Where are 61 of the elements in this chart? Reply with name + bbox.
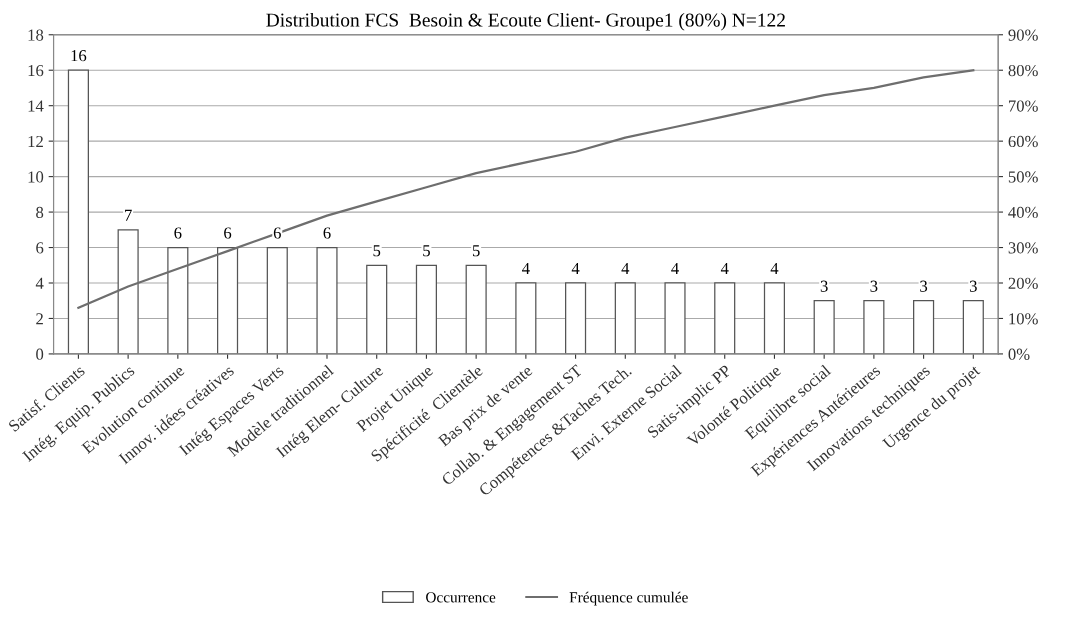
- bar: [664, 282, 686, 354]
- y2-tick-label: 90%: [1008, 29, 1038, 41]
- y-tick-label: 14: [28, 100, 44, 112]
- bar: [714, 282, 736, 354]
- data-label: 5: [373, 245, 381, 257]
- y2-tick-label: 80%: [1008, 64, 1038, 77]
- data-label: 3: [969, 280, 977, 292]
- bar: [913, 300, 935, 354]
- data-label: 3: [820, 280, 828, 292]
- bar: [216, 246, 239, 354]
- data-label: 3: [870, 280, 878, 292]
- y-tick-label: 18: [28, 29, 44, 41]
- bar: [813, 300, 835, 354]
- bar: [465, 264, 487, 354]
- data-label: 6: [224, 227, 232, 239]
- y-tick-label: 2: [36, 313, 43, 325]
- y-tick-label: 12: [28, 135, 43, 147]
- line-series: [77, 69, 975, 309]
- data-label: 6: [323, 227, 331, 239]
- data-label: 4: [770, 262, 779, 274]
- bar: [117, 229, 139, 354]
- y2-tick-label: 30%: [1008, 242, 1038, 254]
- y-tick-label: 10: [28, 171, 44, 183]
- y2-tick-label: 60%: [1008, 135, 1038, 148]
- bar: [962, 300, 984, 354]
- data-label: 3: [920, 280, 928, 292]
- data-label: 16: [71, 50, 87, 62]
- y2-tick-label: 70%: [1008, 100, 1038, 112]
- data-label: 7: [125, 209, 132, 221]
- data-label: 4: [671, 262, 679, 274]
- y-tick-label: 16: [28, 64, 44, 77]
- bar: [863, 300, 885, 354]
- y-tick-label: 4: [35, 277, 44, 289]
- y-tick-label: 0: [36, 348, 44, 360]
- data-label: 6: [174, 227, 182, 239]
- chart-title: Distribution FCS Besoin & Ecoute Client- Groupe1 (80%) N=122: [266, 12, 785, 31]
- bar: [565, 282, 587, 354]
- bar: [763, 282, 786, 354]
- data-label: 4: [720, 262, 729, 274]
- y2-tick-label: 20%: [1008, 277, 1038, 289]
- bar: [614, 282, 636, 354]
- y2-tick-label: 50%: [1008, 171, 1038, 183]
- y-tick-label: 6: [36, 242, 44, 254]
- bar: [515, 282, 537, 354]
- bar: [67, 69, 89, 354]
- y2-tick-label: 10%: [1009, 313, 1038, 325]
- y-tick-label: 8: [36, 206, 44, 219]
- legend-label: Fréquence cumulée: [569, 591, 688, 606]
- y2-tick-label: 0%: [1008, 348, 1030, 360]
- data-label: 4: [621, 262, 630, 274]
- data-label: 5: [423, 245, 430, 257]
- y2-tick-label: 40%: [1008, 206, 1038, 219]
- data-label: 4: [522, 262, 530, 274]
- bar: [316, 246, 338, 354]
- data-label: 4: [571, 262, 580, 274]
- bar: [167, 246, 189, 354]
- bar: [366, 264, 388, 354]
- bar: [415, 264, 437, 354]
- legend-label: Occurrence: [426, 592, 496, 603]
- bar: [266, 246, 288, 354]
- data-label: 5: [472, 245, 480, 257]
